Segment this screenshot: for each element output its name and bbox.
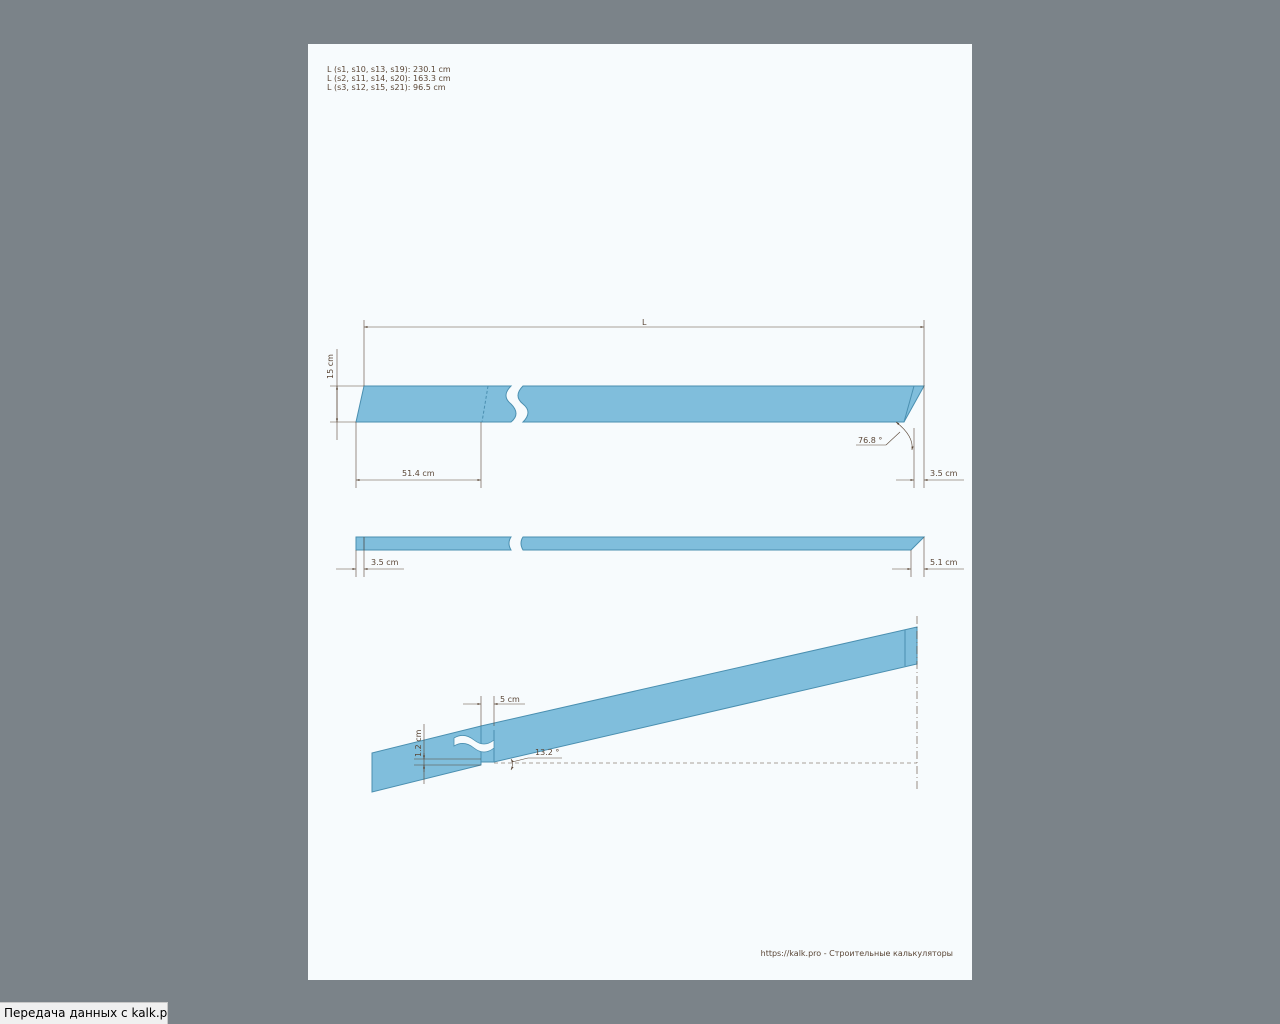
footer-credit: https://kalk.pro - Строительные калькуля…: [761, 949, 953, 958]
status-bar: Передача данных с kalk.pro...: [0, 1002, 168, 1024]
length-line-3: L (s3, s12, s15, s21): 96.5 cm: [327, 83, 446, 92]
length-line-1: L (s1, s10, s13, s19): 230.1 cm: [327, 65, 451, 74]
board-side-right: [517, 385, 925, 423]
side-view: L 15 cm 51.4 cm 3.5 cm 76.8 °: [326, 318, 964, 488]
board-top-right: [520, 536, 926, 551]
dim-notch-depth-label: 1.2 cm: [414, 729, 423, 757]
installed-view: 5 cm 1.2 cm 13.2 °: [371, 616, 918, 793]
dim-top-left-label: 3.5 cm: [371, 558, 399, 567]
drawing-sheet: L (s1, s10, s13, s19): 230.1 cm L (s2, s…: [308, 44, 972, 980]
drawing-canvas: L (s1, s10, s13, s19): 230.1 cm L (s2, s…: [326, 65, 964, 958]
top-view: 3.5 cm 5.1 cm: [336, 536, 964, 577]
dim-bevel-offset-label: 3.5 cm: [930, 469, 958, 478]
dim-slope-angle-label: 13.2 °: [535, 748, 559, 757]
dim-top-right-label: 5.1 cm: [930, 558, 958, 567]
dim-notch-width-label: 5 cm: [500, 695, 520, 704]
dim-angle-end-label: 76.8 °: [858, 436, 882, 445]
board-top-left: [355, 536, 512, 551]
dim-height-label: 15 cm: [326, 354, 335, 379]
board-side-left: [355, 385, 517, 423]
length-line-2: L (s2, s11, s14, s20): 163.3 cm: [327, 74, 451, 83]
board-installed-right: [480, 626, 918, 763]
dim-bevel-length-label: 51.4 cm: [402, 469, 435, 478]
dim-length-label: L: [642, 318, 647, 327]
